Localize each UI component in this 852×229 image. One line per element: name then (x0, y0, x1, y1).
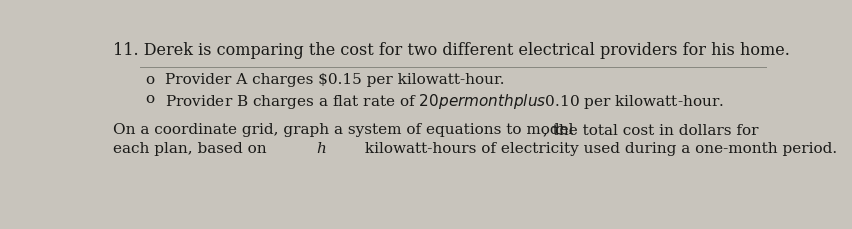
Text: Provider A charges $0.15 per kilowatt-hour.: Provider A charges $0.15 per kilowatt-ho… (164, 73, 504, 87)
Text: 11. Derek is comparing the cost for two different electrical providers for his h: 11. Derek is comparing the cost for two … (112, 42, 790, 59)
Text: o: o (145, 73, 154, 87)
Text: On a coordinate grid, graph a system of equations to model: On a coordinate grid, graph a system of … (112, 123, 578, 137)
Text: Provider B charges a flat rate of $20 per month plus $0.10 per kilowatt-hour.: Provider B charges a flat rate of $20 pe… (164, 92, 723, 111)
Text: , the total cost in dollars for: , the total cost in dollars for (543, 123, 758, 137)
Text: c: c (555, 123, 563, 137)
Text: kilowatt-hours of electricity used during a one-month period.: kilowatt-hours of electricity used durin… (360, 142, 837, 156)
Text: h: h (317, 142, 326, 156)
Text: o: o (145, 92, 154, 106)
Text: each plan, based on: each plan, based on (112, 142, 271, 156)
